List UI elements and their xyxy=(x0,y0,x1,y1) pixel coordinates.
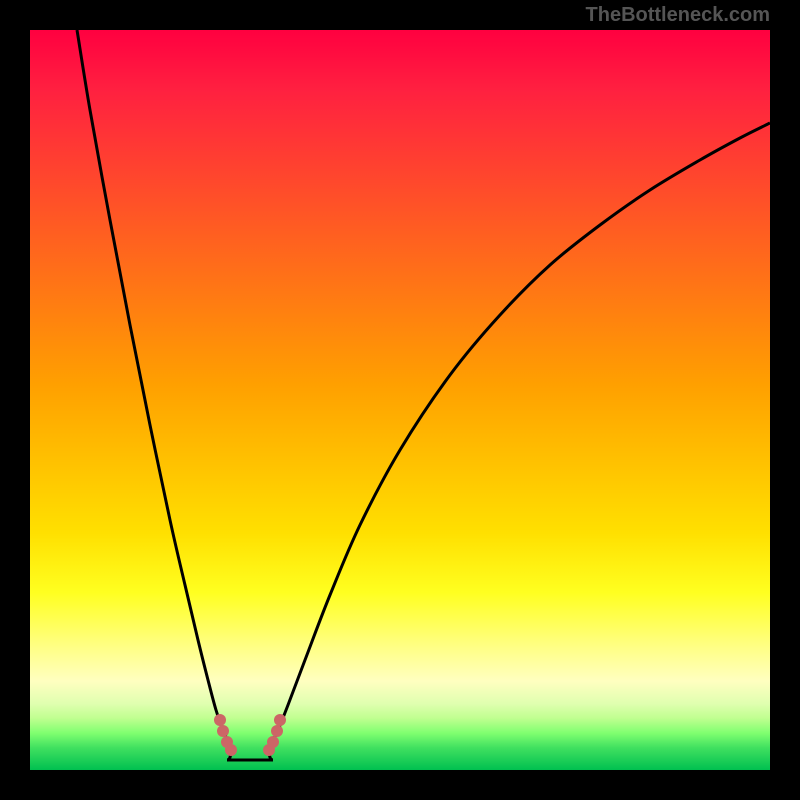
curve-layer xyxy=(30,30,770,770)
marker-point xyxy=(217,725,229,737)
watermark-text: TheBottleneck.com xyxy=(586,4,770,27)
marker-point xyxy=(267,736,279,748)
marker-point xyxy=(225,744,237,756)
marker-point xyxy=(274,714,286,726)
curve-right-branch xyxy=(270,123,770,746)
marker-point xyxy=(271,725,283,737)
marker-point xyxy=(214,714,226,726)
curve-left-branch xyxy=(77,30,230,746)
plot-area xyxy=(30,30,770,770)
